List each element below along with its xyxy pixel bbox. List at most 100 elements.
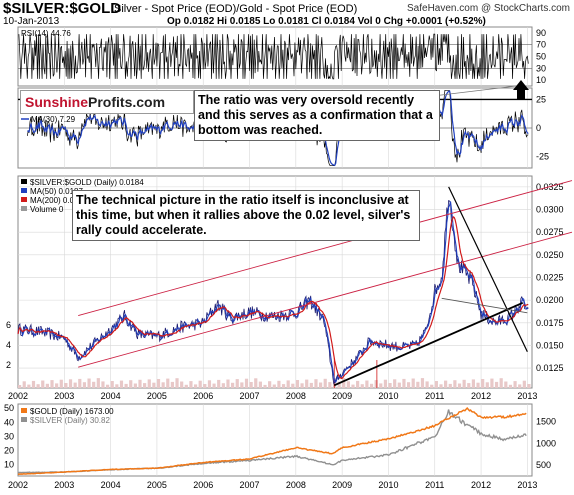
volume-bar [420, 378, 425, 388]
volume-tick-label: 6 [6, 320, 11, 330]
volume-bar [268, 381, 272, 388]
volume-bar [124, 383, 128, 388]
volume-bar [36, 384, 40, 388]
volume-bar [337, 381, 341, 388]
volume-bar [300, 383, 304, 388]
volume-bar [203, 384, 207, 388]
ratio-tick-label: 0.0275 [536, 227, 564, 237]
copyright: @ StockCharts.com [480, 3, 570, 14]
volume-bar [518, 384, 522, 388]
volume-bar [212, 383, 216, 388]
rsi-tick-label: 50 [536, 52, 546, 62]
year-label-bottom: 2013 [517, 480, 537, 490]
volume-bar [119, 380, 124, 388]
volume-bar [481, 379, 485, 388]
volume-bar [170, 381, 175, 388]
volume-bar [258, 381, 262, 388]
volume-bar [314, 379, 318, 388]
volume-bar [105, 384, 110, 388]
volume-bar [416, 381, 420, 388]
legend-ma200: MA(200) 0.0189 [30, 196, 88, 205]
volume-bar [50, 380, 54, 388]
source-credit: SafeHaven.com @ StockCharts.com [407, 3, 570, 14]
gold-tick-label: 1000 [536, 438, 556, 448]
volume-bar [328, 382, 332, 388]
volume-bar [476, 382, 480, 388]
volume-bar [513, 381, 517, 388]
volume-bar [453, 380, 457, 388]
volume-bar [59, 379, 63, 388]
volume-bar [244, 378, 249, 388]
volume-bar [78, 378, 82, 388]
volume-bar [295, 380, 300, 388]
volume-bar [115, 384, 119, 388]
volume-bar [73, 382, 77, 388]
year-label-bottom: 2002 [8, 480, 28, 490]
silver-tick-label: 50 [4, 403, 14, 413]
volume-bar [231, 382, 235, 388]
year-label: 2009 [332, 391, 352, 401]
volume-bar [360, 384, 364, 388]
volume-bar [180, 381, 184, 388]
volume-bar [305, 379, 309, 388]
volume-bar [18, 385, 22, 388]
volume-bar [249, 382, 253, 388]
volume-bar [309, 382, 313, 388]
volume-bar [485, 382, 489, 388]
volume-bar [226, 379, 230, 388]
chart-description: Silver - Spot Price (EOD)/Gold - Spot Pr… [114, 3, 358, 15]
volume-bar [471, 379, 476, 388]
volume-bar [207, 380, 212, 388]
silver-tick-label: 10 [4, 460, 14, 470]
volume-bar [457, 383, 462, 388]
rsi-line [18, 33, 529, 80]
volume-bar [346, 381, 350, 388]
legend-gold-swatch [21, 408, 27, 413]
ratio-ma50-line [17, 201, 529, 383]
volume-bar [369, 383, 374, 388]
volume-bar [45, 383, 49, 388]
channel-lower-line [78, 231, 573, 368]
silver-tick-label: 20 [4, 446, 14, 456]
volume-bar [27, 384, 31, 388]
year-label: 2013 [517, 391, 537, 401]
volume-bar [393, 379, 397, 388]
volume-bar [402, 378, 406, 388]
volume-bar [254, 378, 258, 388]
legend-silver-swatch [21, 417, 27, 422]
volume-bar [235, 379, 239, 388]
volume-bar [133, 383, 137, 388]
year-label-bottom: 2003 [54, 480, 74, 490]
ratio-tick-label: 0.0300 [536, 205, 564, 215]
volume-bar [277, 380, 281, 388]
volume-bar [240, 382, 244, 388]
ratio-ma200-line [17, 216, 529, 380]
ratio-tick-label: 0.0125 [536, 363, 564, 373]
ratio-tick-label: 0.0175 [536, 318, 564, 328]
volume-bar [31, 380, 36, 388]
volume-bar [156, 379, 161, 388]
callout-line [432, 85, 517, 97]
rsi-tick-label: 30 [536, 63, 546, 73]
year-label-bottom: 2007 [240, 480, 260, 490]
volume-bar [504, 381, 508, 388]
year-label-bottom: 2004 [101, 480, 121, 490]
volume-bar [87, 378, 91, 388]
ratio-annotation: The technical picture in the ratio itsel… [72, 190, 420, 241]
volume-bar [425, 381, 429, 388]
gold-line [17, 406, 527, 476]
volume-bar [82, 382, 87, 388]
volume-bar [291, 383, 295, 388]
year-label-bottom: 2006 [193, 480, 213, 490]
macd-series-label: MA(30) 7.29 [31, 115, 76, 124]
legend-ma50-swatch [21, 188, 27, 193]
pointer-line [441, 297, 528, 314]
volume-bar [318, 382, 323, 388]
volume-bar [397, 382, 401, 388]
year-label: 2003 [54, 391, 74, 401]
macd-tick-label: 25 [536, 94, 546, 104]
volume-bar [388, 383, 392, 388]
year-label: 2005 [147, 391, 167, 401]
rsi-tick-label: 10 [536, 75, 546, 85]
volume-bar [41, 380, 45, 388]
